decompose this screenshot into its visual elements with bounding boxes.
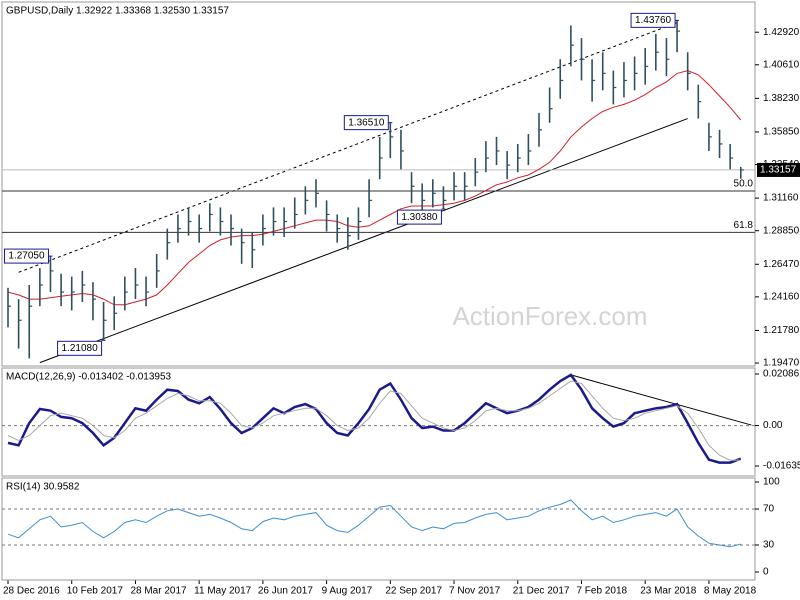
y-tick-label: 0	[763, 567, 769, 578]
y-tick-label: 0.020861	[763, 369, 800, 380]
annotation-label: 1.36510	[348, 117, 385, 128]
x-tick-label: 21 Dec 2017	[513, 586, 570, 597]
last-price-label: 1.33157	[760, 165, 797, 176]
panel-title: RSI(14) 30.9582	[6, 482, 80, 493]
x-tick-label: 23 Mar 2018	[640, 586, 697, 597]
panel-frame	[1, 367, 756, 477]
indicator-line	[7, 499, 741, 548]
fib-label: 50.0	[734, 179, 754, 190]
x-tick-label: 28 Mar 2017	[130, 586, 187, 597]
y-tick-label: 1.35850	[763, 127, 800, 138]
moving-average	[7, 70, 742, 306]
y-tick-label: 70	[763, 504, 775, 515]
x-tick-label: 22 Sep 2017	[385, 586, 442, 597]
trend-line	[39, 118, 688, 364]
fib-label: 61.8	[734, 220, 754, 231]
x-tick-label: 26 Jun 2017	[258, 586, 313, 597]
y-tick-label: 1.21780	[763, 325, 800, 336]
trend-line	[570, 374, 752, 426]
x-tick-label: 7 Nov 2017	[449, 586, 501, 597]
y-tick-label: 1.31160	[763, 193, 799, 204]
annotation-label: 1.21080	[62, 343, 99, 354]
y-tick-label: 1.24160	[763, 292, 800, 303]
y-tick-label: -0.016357	[763, 461, 800, 472]
x-tick-label: 9 Aug 2017	[322, 586, 373, 597]
y-tick-label: 1.38230	[763, 93, 800, 104]
watermark: ActionForex.com	[452, 301, 647, 331]
y-tick-label: 100	[763, 477, 780, 488]
y-tick-label: 1.40610	[763, 59, 800, 70]
y-tick-label: 1.28850	[763, 225, 800, 236]
indicator-line	[7, 373, 742, 464]
x-tick-label: 7 Feb 2018	[576, 586, 627, 597]
indicator-line	[7, 380, 741, 461]
panel-title: MACD(12,26,9) -0.013402 -0.013953	[6, 372, 172, 383]
last-price-box	[757, 162, 800, 177]
annotation-box	[396, 209, 442, 225]
panel-frame	[1, 1, 756, 367]
y-tick-label: 0.00	[763, 420, 783, 431]
x-tick-label: 8 May 2018	[704, 586, 757, 597]
x-tick-label: 28 Dec 2016	[3, 586, 60, 597]
panel-title: GBPUSD,Daily 1.32922 1.33368 1.32530 1.3…	[6, 6, 229, 17]
annotation-label: 1.30380	[401, 212, 438, 223]
y-tick-label: 1.19470	[763, 358, 800, 369]
annotation-label: 1.27050	[8, 251, 45, 262]
annotation-box	[57, 340, 103, 356]
annotation-label: 1.43760	[635, 15, 672, 26]
y-tick-label: 1.42920	[763, 27, 800, 38]
y-tick-label: 30	[763, 540, 775, 551]
y-tick-label: 1.26470	[763, 259, 800, 270]
x-tick-label: 11 May 2017	[194, 586, 252, 597]
x-tick-label: 10 Feb 2017	[67, 586, 124, 597]
panel-frame	[1, 477, 756, 581]
